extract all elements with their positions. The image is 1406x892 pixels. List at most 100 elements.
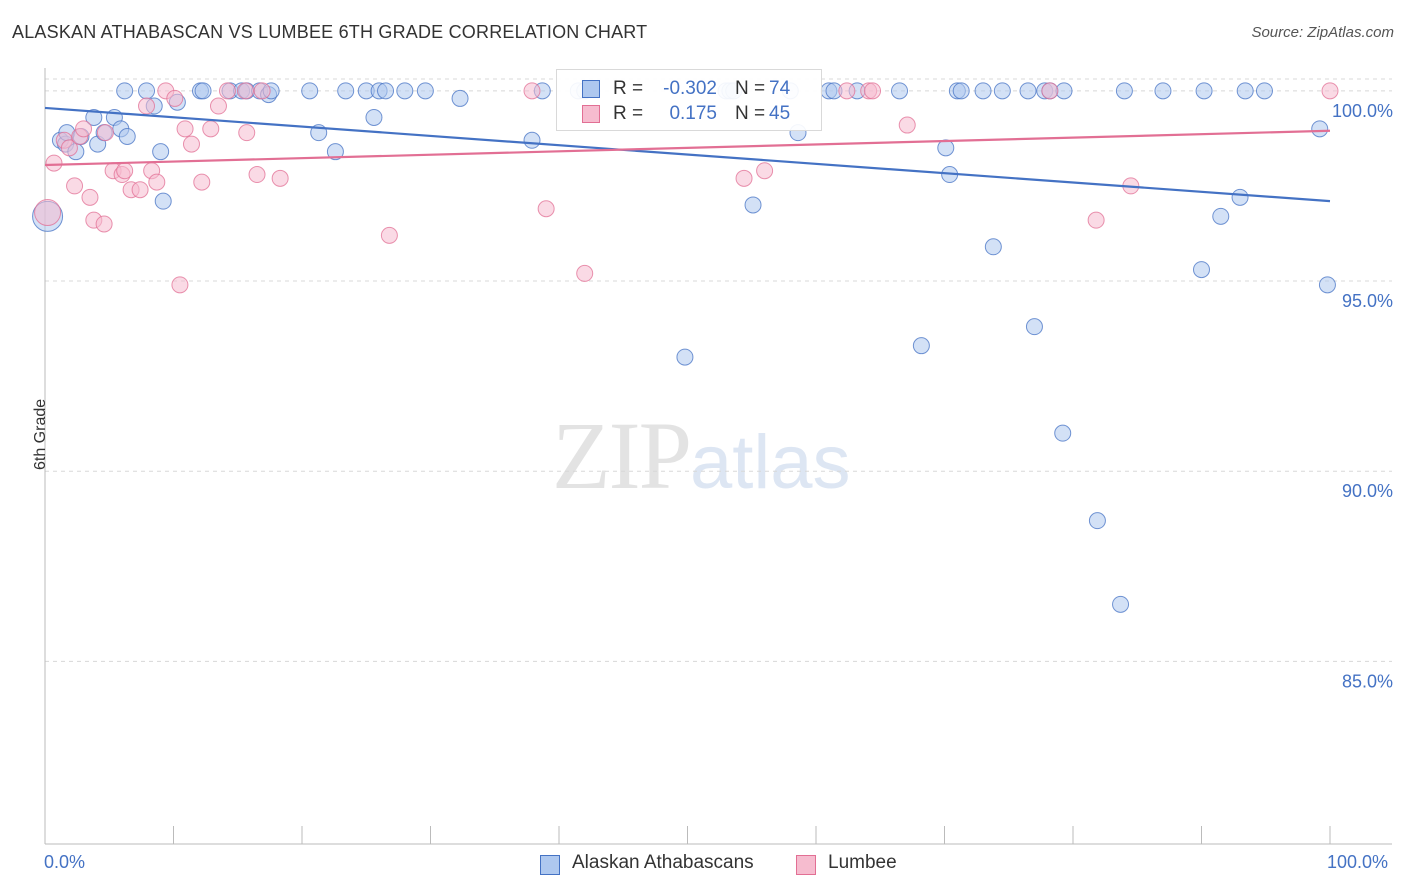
lumbee-point — [576, 264, 594, 282]
athabascan-point — [337, 82, 355, 100]
lumbee-point — [81, 188, 99, 206]
athabascan-point — [1055, 82, 1073, 100]
lumbee-n-value: 45 — [769, 103, 791, 124]
lumbee-point — [236, 82, 254, 100]
lumbee-point — [238, 124, 256, 142]
lumbee-point — [218, 82, 236, 100]
legend-swatch-athabascans — [540, 855, 560, 875]
athabascan-point — [1115, 82, 1133, 100]
stats-legend: R = -0.302 N = 74 R = 0.175 N = 45 — [556, 69, 822, 131]
athabascan-n-value: 74 — [769, 78, 791, 99]
athabascan-point — [1054, 424, 1072, 442]
athabascan-point — [1318, 276, 1336, 294]
athabascan-point — [1088, 512, 1106, 530]
lumbee-point — [95, 215, 113, 233]
athabascan-point — [937, 139, 955, 157]
lumbee-point — [838, 82, 856, 100]
chart-title: ALASKAN ATHABASCAN VS LUMBEE 6TH GRADE C… — [12, 22, 648, 42]
athabascan-point — [1311, 120, 1329, 138]
athabascan-point — [138, 82, 156, 100]
lumbee-point — [735, 169, 753, 187]
lumbee-point — [34, 199, 62, 227]
stats-legend-row-lumbee: R = 0.175 N = 45 — [557, 103, 821, 127]
r-label: R = — [613, 78, 644, 99]
lumbee-swatch — [582, 105, 600, 123]
watermark-atlas: atlas — [690, 420, 851, 505]
lumbee-point — [176, 120, 194, 138]
lumbee-point — [248, 166, 266, 184]
lumbee-point — [182, 135, 200, 153]
athabascan-point — [451, 89, 469, 107]
athabascan-point — [912, 337, 930, 355]
athabascan-point — [891, 82, 909, 100]
y-axis-label-wrap: 6th Grade — [4, 399, 52, 470]
athabascan-point — [152, 143, 170, 161]
athabascan-point — [194, 82, 212, 100]
athabascan-point — [952, 82, 970, 100]
lumbee-point — [96, 124, 114, 142]
source-credit: Source: ZipAtlas.com — [1251, 24, 1394, 41]
lumbee-point — [523, 82, 541, 100]
lumbee-point — [148, 173, 166, 191]
lumbee-point — [380, 226, 398, 244]
lumbee-point — [898, 116, 916, 134]
lumbee-point — [864, 82, 882, 100]
athabascan-point — [154, 192, 172, 210]
n-label: N = — [735, 78, 766, 99]
x-tick-label-max: 100.0% — [1327, 852, 1389, 872]
athabascan-point — [1236, 82, 1254, 100]
athabascan-point — [1193, 261, 1210, 279]
athabascan-point — [116, 82, 134, 100]
athabascan-point — [523, 131, 541, 149]
lumbee-point — [116, 162, 134, 180]
n-label: N = — [735, 103, 766, 124]
lumbee-r-value: 0.175 — [669, 103, 717, 124]
athabascan-point — [1154, 82, 1172, 100]
lumbee-point — [66, 177, 84, 195]
lumbee-point — [1087, 211, 1105, 229]
y-tick-label: 100.0% — [1332, 101, 1393, 121]
lumbee-point — [193, 173, 211, 191]
athabascan-point — [1112, 595, 1130, 613]
athabascan-point — [1019, 82, 1037, 100]
lumbee-point — [171, 276, 189, 294]
lumbee-point — [271, 169, 289, 187]
athabascan-point — [377, 82, 395, 100]
athabascan-point — [744, 196, 762, 214]
stats-legend-row-athabascan: R = -0.302 N = 74 — [557, 78, 821, 102]
athabascan-point — [326, 143, 344, 161]
legend-swatch-lumbee — [796, 855, 816, 875]
athabascan-point — [1231, 188, 1249, 206]
watermark-zip: ZIP — [552, 402, 692, 509]
lumbee-point — [253, 82, 271, 100]
y-axis-label: 6th Grade — [32, 398, 49, 470]
athabascan-point — [396, 82, 414, 100]
athabascan-point — [1195, 82, 1213, 100]
legend-label-athabascans: Alaskan Athabascans — [572, 852, 754, 873]
athabascan-point — [301, 82, 319, 100]
athabascan-r-value: -0.302 — [663, 78, 717, 99]
lumbee-point — [756, 162, 774, 180]
athabascan-point — [1025, 318, 1043, 336]
watermark: ZIPatlas — [552, 400, 851, 511]
athabascan-point — [365, 108, 383, 126]
athabascan-swatch — [582, 80, 600, 98]
athabascan-point — [1212, 207, 1230, 225]
y-tick-label: 90.0% — [1342, 481, 1393, 501]
lumbee-point — [45, 154, 63, 172]
lumbee-point — [1041, 82, 1059, 100]
athabascan-trend-line — [44, 106, 1331, 203]
athabascan-point — [974, 82, 992, 100]
athabascan-point — [993, 82, 1011, 100]
legend-label-lumbee: Lumbee — [828, 852, 897, 873]
lumbee-point — [60, 139, 78, 157]
x-tick-label-min: 0.0% — [44, 852, 86, 872]
lumbee-point — [209, 97, 227, 115]
y-tick-label: 85.0% — [1342, 671, 1393, 691]
lumbee-point — [75, 120, 93, 138]
athabascan-point — [676, 348, 694, 366]
lumbee-point — [138, 97, 156, 115]
lumbee-trend-line — [44, 129, 1331, 167]
lumbee-point — [131, 181, 149, 199]
